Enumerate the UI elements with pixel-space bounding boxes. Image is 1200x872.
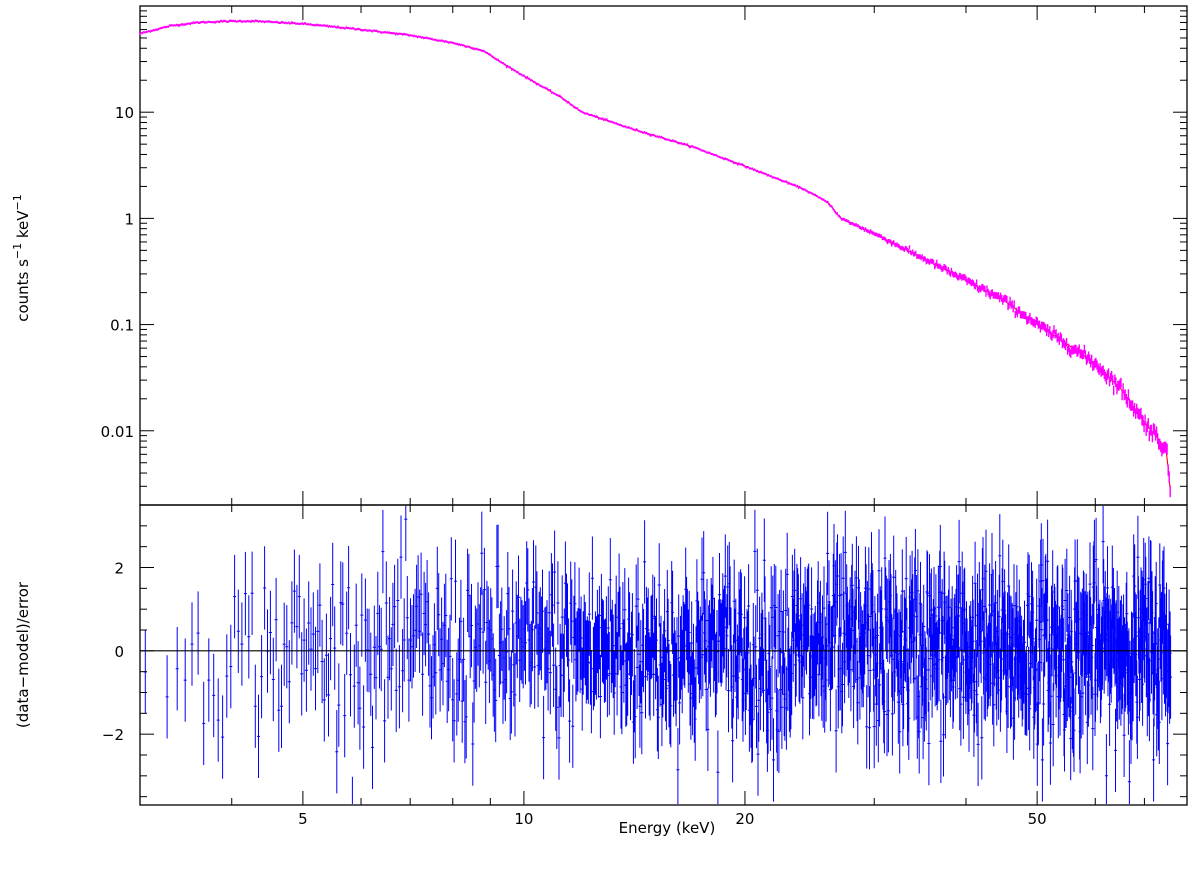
x-tick-labels: 5 10 20 50 [298,810,1047,828]
y-tick-label: 0.1 [110,317,134,335]
residuals-panel: 20−2 5 10 20 50 (data−model)/error Energy (… [14,504,1188,837]
x-axis-label: Energy (keV) [619,819,716,837]
spectrum-data-points [139,19,1171,498]
y-tick-label: 2 [114,560,124,578]
x-tick-label: 50 [1028,810,1047,828]
x-tick-label: 20 [735,810,754,828]
spectrum-ticks [139,5,1188,506]
y-tick-label: 0 [114,643,124,661]
model-curve [139,20,1171,491]
x-tick-label: 5 [298,810,308,828]
y-tick-label: 1 [124,210,134,228]
y-tick-label: 0.01 [101,423,134,441]
residuals-y-tick-labels: 2 0 −2 [102,560,124,745]
spectrum-data-errorbars [139,19,1171,498]
y-tick-label: −2 [102,726,124,744]
residuals-frame [139,504,1188,806]
residual-error-bars [143,506,1173,804]
residuals-y-axis-label: (data−model)/error [14,581,32,728]
spectrum-y-tick-labels: 10 1 0.1 0.01 [101,104,134,441]
spectrum-panel: 10 1 0.1 0.01 counts s−1 keV−1 [11,5,1188,506]
x-tick-label: 10 [514,810,533,828]
spectrum-y-axis-label: counts s−1 keV−1 [11,194,32,322]
residuals-ticks [139,504,1188,805]
residual-error-bar-set [143,506,1173,804]
y-tick-label: 10 [115,104,134,122]
spectrum-frame [139,5,1188,506]
